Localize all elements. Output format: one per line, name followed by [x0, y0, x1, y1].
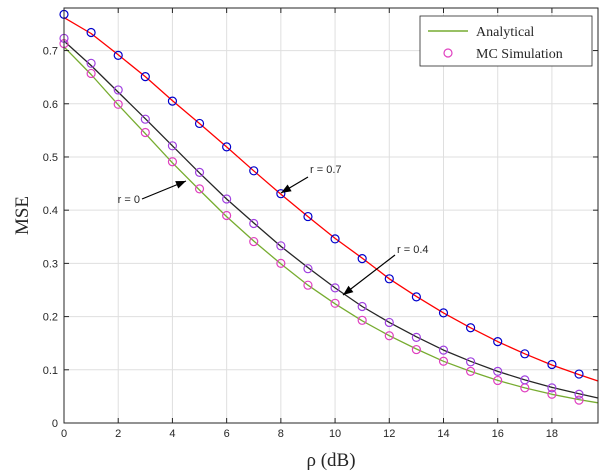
sim-point-r07	[384, 274, 394, 284]
sim-point-r04	[86, 58, 96, 68]
sim-point-r0	[330, 298, 340, 308]
x-tick-label: 16	[492, 428, 504, 440]
grid	[63, 8, 598, 424]
sim-point-r07	[222, 142, 232, 152]
annotation-r0-label: r = 0	[118, 194, 140, 206]
sim-point-r07	[86, 27, 96, 38]
sim-point-r04	[547, 383, 557, 393]
sim-point-r04	[384, 317, 394, 328]
x-axis-label: ρ (dB)	[306, 450, 355, 471]
y-tick-label: 0.1	[43, 365, 58, 377]
annotation-r04-arrow-line	[342, 254, 396, 296]
y-tick-label: 0.5	[43, 152, 58, 164]
annotation-r07-label: r = 0.7	[310, 164, 342, 176]
sim-point-r0	[438, 356, 449, 366]
analytical-curve-r07	[63, 17, 599, 382]
analytical-curve-r0	[63, 46, 599, 404]
y-tick-label: 0	[52, 418, 58, 430]
sim-point-r04	[520, 375, 530, 385]
sim-point-r0	[303, 280, 313, 290]
sim-point-r0	[222, 210, 232, 221]
annotation-r04-arrow-head	[343, 285, 354, 295]
sim-point-r0	[574, 395, 584, 405]
analytical-curves	[63, 17, 599, 404]
sim-point-r04	[465, 357, 476, 367]
sim-point-r0	[167, 157, 178, 167]
sim-point-r0	[384, 331, 394, 341]
sim-point-r04	[194, 167, 205, 178]
sim-point-r07	[547, 359, 557, 370]
legend: Analytical MC Simulation	[419, 15, 593, 67]
legend-label-mc-simulation: MC Simulation	[476, 47, 563, 62]
sim-point-r04	[140, 114, 150, 124]
sim-point-r04	[493, 366, 503, 376]
x-tick-label: 12	[383, 428, 395, 440]
sim-point-r0	[357, 315, 367, 325]
y-tick-label: 0.7	[43, 46, 58, 58]
annotation-r07-arrow-head	[281, 184, 292, 193]
sim-point-r0	[547, 389, 557, 399]
sim-point-r04	[574, 389, 584, 399]
y-tick-label: 0.3	[43, 258, 58, 270]
sim-point-r0	[411, 344, 421, 355]
y-tick-label: 0.6	[43, 99, 58, 111]
sim-point-r07	[357, 253, 367, 264]
sim-point-r07	[520, 349, 530, 359]
x-tick-label: 2	[115, 428, 121, 440]
x-tick-label: 10	[329, 428, 341, 440]
plot-frame	[63, 7, 599, 424]
axis-ticks: 0 2 4 6 8 10 12 14 16 18 0 0.1 0.2 0.3 0.4 0.5 0.6 0.7	[43, 8, 598, 440]
x-tick-label: 8	[278, 428, 284, 440]
y-tick-label: 0.2	[43, 312, 58, 324]
y-tick-label: 0.4	[43, 205, 58, 217]
sim-point-r07	[140, 72, 150, 82]
annotation-r04-label: r = 0.4	[397, 244, 429, 256]
sim-point-r04	[411, 332, 421, 342]
sim-point-r04	[113, 85, 123, 95]
y-axis-label: MSE	[12, 196, 33, 235]
sim-point-r07	[493, 336, 503, 347]
sim-point-r07	[465, 323, 476, 333]
x-tick-label: 6	[224, 428, 230, 440]
x-tick-label: 4	[169, 428, 175, 440]
sim-point-r07	[167, 96, 178, 106]
sim-point-r04	[303, 264, 313, 274]
sim-point-r0	[493, 375, 503, 386]
sim-point-r0	[276, 258, 286, 268]
sim-point-r04	[357, 301, 367, 312]
sim-point-r07	[438, 308, 449, 318]
sim-point-r04	[167, 141, 178, 151]
sim-point-r07	[276, 189, 286, 199]
sim-point-r07	[113, 50, 123, 60]
legend-circle-swatch	[443, 48, 453, 58]
sim-point-r07	[411, 292, 421, 302]
sim-point-r0	[249, 236, 259, 247]
simulation-markers	[59, 9, 584, 405]
sim-point-r0	[140, 127, 150, 138]
x-tick-label: 0	[61, 428, 67, 440]
sim-point-r0	[465, 366, 476, 376]
annotation-r0-arrow-head	[175, 181, 186, 189]
annotations: r = 0 r = 0.4 r = 0.7	[118, 164, 429, 296]
sim-point-r04	[222, 194, 232, 204]
sim-point-r07	[194, 118, 205, 129]
sim-point-r07	[330, 234, 340, 244]
analytical-curve-r04	[63, 40, 599, 399]
sim-point-r04	[438, 345, 449, 355]
sim-point-r0	[113, 99, 123, 109]
sim-point-r07	[249, 166, 259, 176]
sim-point-r04	[276, 241, 286, 251]
x-tick-label: 18	[546, 428, 558, 440]
x-tick-label: 14	[437, 428, 449, 440]
sim-point-r04	[330, 283, 340, 293]
sim-point-r04	[249, 218, 259, 229]
sim-point-r07	[574, 369, 584, 379]
legend-box	[419, 15, 593, 67]
sim-point-r0	[194, 184, 205, 194]
legend-label-analytical: Analytical	[476, 25, 534, 40]
sim-point-r07	[303, 211, 313, 222]
sim-point-r0	[86, 68, 96, 79]
